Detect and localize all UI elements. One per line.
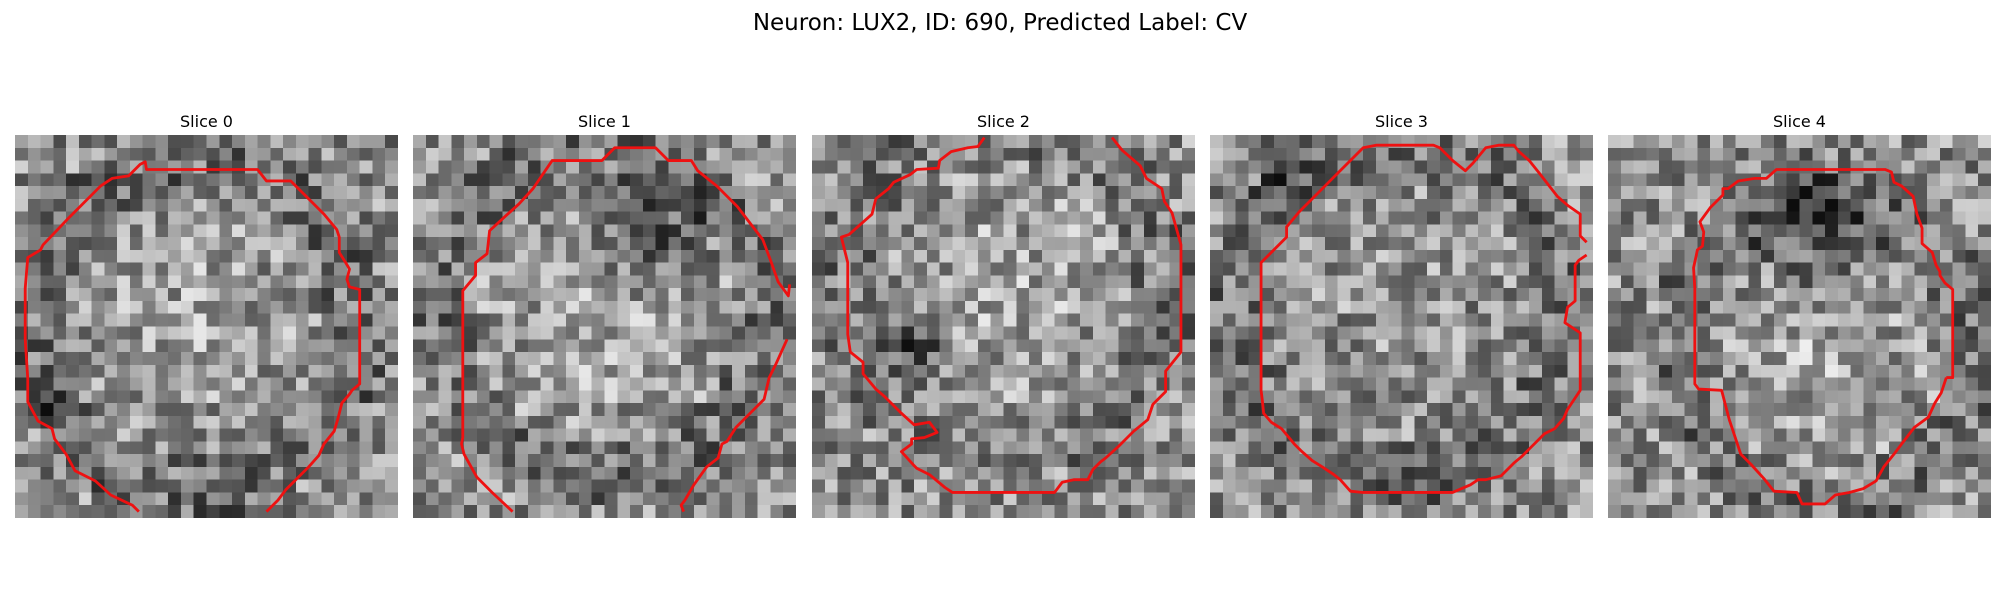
slice-panel-0: Slice 0 (15, 112, 398, 522)
pixel-grid (15, 135, 398, 518)
figure-title: Neuron: LUX2, ID: 690, Predicted Label: … (752, 10, 1248, 36)
slice-image (1210, 135, 1593, 518)
pixel-grid (1210, 135, 1593, 518)
pixel-grid (812, 135, 1195, 518)
pixel-grid (1608, 135, 1991, 518)
slice-title: Slice 4 (1773, 112, 1826, 131)
neuron-contour (1692, 168, 1955, 506)
slice-title: Slice 3 (1375, 112, 1428, 131)
slice-title: Slice 2 (977, 112, 1030, 131)
neuron-contour (460, 146, 792, 513)
neuron-contour (839, 136, 1183, 494)
slice-panel-4: Slice 4 (1608, 112, 1991, 522)
slice-title: Slice 0 (180, 112, 233, 131)
slice-panel-2: Slice 2 (812, 112, 1195, 522)
pixel-grid (413, 135, 796, 518)
neuron-contour (23, 160, 362, 513)
slice-title: Slice 1 (578, 112, 631, 131)
slice-panel-3: Slice 3 (1210, 112, 1593, 522)
slice-panel-1: Slice 1 (413, 112, 796, 522)
slice-image (15, 135, 398, 518)
slice-image (413, 135, 796, 518)
neuron-contour (1259, 143, 1588, 494)
slice-image (812, 135, 1195, 518)
slice-image (1608, 135, 1991, 518)
